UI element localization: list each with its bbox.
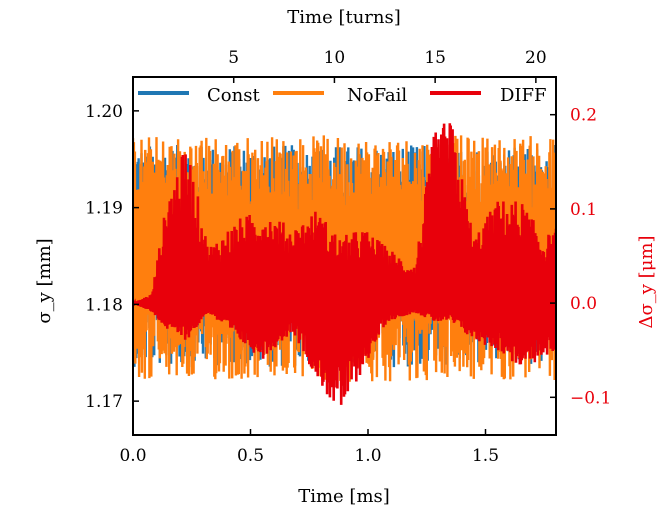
top-x-axis-title: Time [turns] xyxy=(287,7,401,28)
x-axis-title: Time [ms] xyxy=(298,486,390,507)
y2-tick-label: 0.2 xyxy=(570,106,597,126)
y-tick-label: 1.17 xyxy=(85,392,123,412)
top-x-tick-label: 5 xyxy=(228,48,239,68)
legend-label-const: Const xyxy=(207,85,260,106)
top-x-tick-label: 20 xyxy=(525,48,547,68)
x-tick-label: 0.5 xyxy=(237,446,264,466)
legend-label-diff: DIFF xyxy=(500,85,547,106)
series-line-nofail xyxy=(133,135,556,382)
series-line-diff xyxy=(133,123,556,405)
y-tick-label: 1.20 xyxy=(85,102,123,122)
y2-tick-label: 0.1 xyxy=(570,200,597,220)
x-tick-label: 1.5 xyxy=(472,446,499,466)
legend-label-nofail: NoFail xyxy=(347,85,407,106)
y2-tick-label: −0.1 xyxy=(570,388,611,408)
x-tick-label: 0.0 xyxy=(119,446,146,466)
y2-tick-label: 0.0 xyxy=(570,294,597,314)
y-tick-label: 1.19 xyxy=(85,199,123,219)
y2-axis-title: Δσ_y [μm] xyxy=(636,236,657,329)
top-x-tick-label: 15 xyxy=(424,48,446,68)
y-axis-title: σ_y [mm] xyxy=(34,238,55,323)
top-x-tick-label: 10 xyxy=(324,48,346,68)
y-tick-label: 1.18 xyxy=(85,295,123,315)
x-tick-label: 1.0 xyxy=(354,446,381,466)
plot-frame xyxy=(132,76,557,436)
legend: Const NoFail DIFF xyxy=(138,85,547,106)
